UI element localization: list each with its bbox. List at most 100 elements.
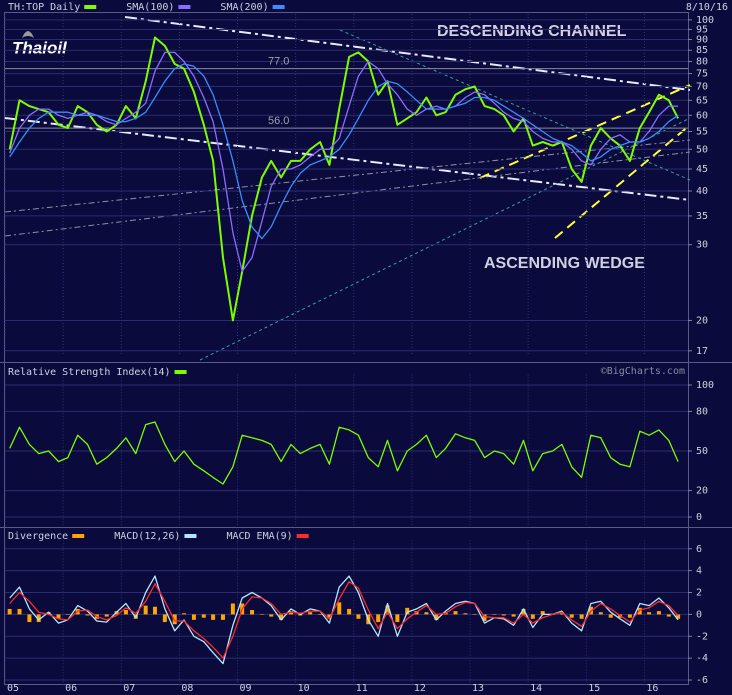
y-tick-label: 0 — [696, 512, 702, 523]
y-tick-label: 2 — [696, 588, 702, 599]
y-tick-label: 60 — [696, 110, 708, 121]
legend-swatch — [184, 534, 197, 538]
x-tick-label: 09 — [240, 683, 252, 694]
divergence-bar — [598, 612, 603, 615]
y-tick-label: 0 — [696, 609, 702, 620]
divergence-bar — [482, 614, 487, 621]
y-tick-label: 85 — [696, 45, 708, 56]
logo: Thaioil — [12, 38, 68, 57]
y-tick-label: 6 — [696, 544, 702, 555]
divergence-bar — [676, 614, 681, 619]
divergence-bar — [152, 606, 157, 615]
series-line — [9, 421, 679, 485]
legend-label: Relative Strength Index(14) — [8, 367, 171, 378]
x-tick-label: 05 — [7, 683, 19, 694]
divergence-bar — [472, 614, 477, 615]
x-tick-label: 10 — [298, 683, 310, 694]
y-tick-label: 65 — [696, 95, 708, 106]
y-tick-label: 75 — [696, 69, 708, 80]
divergence-bar — [172, 614, 177, 625]
y-tick-label: -6 — [696, 675, 708, 686]
divergence-bar — [405, 607, 410, 615]
y-tick-label: 80 — [696, 406, 708, 417]
y-tick-label: 100 — [696, 380, 714, 391]
divergence-bar — [337, 602, 342, 615]
watermark: ©BigCharts.com — [601, 366, 685, 377]
y-tick-label: -2 — [696, 631, 708, 642]
y-tick-label: 20 — [696, 315, 708, 326]
divergence-bar — [453, 611, 458, 615]
divergence-bar — [376, 614, 381, 623]
divergence-bar — [385, 605, 390, 615]
wedge-lower — [554, 124, 691, 239]
y-tick-label: 4 — [696, 566, 702, 577]
legend-swatch — [272, 5, 285, 9]
legend-swatch — [72, 534, 85, 538]
divergence-bar — [27, 614, 32, 623]
y-tick-label: 45 — [696, 164, 708, 175]
logo-icon — [22, 31, 34, 38]
divergence-bar — [530, 614, 535, 619]
legend-swatch — [296, 534, 309, 538]
y-tick-label: 50 — [696, 144, 708, 155]
y-tick-label: 35 — [696, 211, 708, 222]
divergence-bar — [259, 614, 264, 615]
divergence-bar — [220, 614, 225, 620]
x-tick-label: 06 — [65, 683, 77, 694]
y-tick-label: 80 — [696, 57, 708, 68]
divergence-bar — [569, 614, 574, 618]
x-tick-label: 07 — [123, 683, 135, 694]
x-tick-label: 14 — [530, 683, 542, 694]
y-tick-label: 55 — [696, 127, 708, 138]
divergence-bar — [56, 614, 61, 619]
legend-label: MACD(12,26) — [114, 531, 180, 542]
y-tick-label: 100 — [696, 15, 714, 26]
y-tick-label: 70 — [696, 81, 708, 92]
legend-label: SMA(200) — [220, 2, 268, 13]
legend-label: MACD EMA(9) — [226, 531, 292, 542]
y-tick-label: 20 — [696, 486, 708, 497]
trend-line — [4, 151, 691, 237]
y-tick-label: 17 — [696, 346, 708, 357]
divergence-bar — [637, 607, 642, 615]
divergence-bar — [395, 614, 400, 623]
divergence-bar — [656, 611, 661, 615]
divergence-bar — [123, 610, 128, 615]
divergence-bar — [143, 605, 148, 615]
annotation: ASCENDING WEDGE — [484, 255, 645, 272]
divergence-bar — [627, 614, 632, 618]
series-line — [8, 36, 679, 322]
divergence-bar — [327, 614, 332, 619]
legend-swatch — [178, 5, 191, 9]
legend-label: SMA(100) — [126, 2, 174, 13]
divergence-bar — [65, 614, 70, 615]
legend-label: Divergence — [8, 531, 68, 542]
legend-label: TH:TOP Daily — [8, 2, 80, 13]
date: 8/10/16 — [686, 2, 728, 13]
series-line — [9, 580, 679, 659]
divergence-bar — [501, 614, 506, 616]
reference-label: 56.0 — [268, 115, 289, 127]
x-tick-label: 11 — [356, 683, 368, 694]
divergence-bar — [279, 614, 284, 620]
divergence-bar — [104, 614, 109, 617]
y-tick-label: 90 — [696, 35, 708, 46]
y-tick-label: 30 — [696, 240, 708, 251]
divergence-bar — [7, 608, 12, 615]
x-tick-label: 12 — [414, 683, 426, 694]
divergence-bar — [608, 614, 613, 618]
divergence-bar — [318, 614, 323, 615]
x-tick-label: 08 — [181, 683, 193, 694]
divergence-bar — [521, 608, 526, 615]
divergence-bar — [36, 614, 41, 623]
trend-line — [4, 139, 691, 213]
divergence-bar — [424, 612, 429, 615]
divergence-bar — [492, 614, 497, 615]
divergence-bar — [434, 614, 439, 620]
divergence-bar — [647, 612, 652, 615]
divergence-bar — [230, 603, 235, 615]
legend-swatch — [174, 370, 187, 374]
legend-swatch — [84, 5, 97, 9]
